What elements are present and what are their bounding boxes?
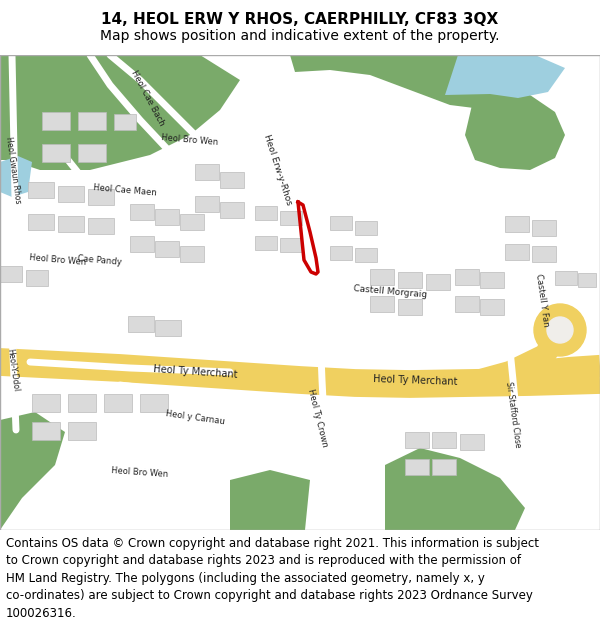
Text: Sir Stafford Close: Sir Stafford Close: [504, 381, 522, 449]
Bar: [42, 112, 70, 130]
Bar: [130, 204, 154, 220]
Bar: [555, 271, 577, 285]
Polygon shape: [0, 156, 32, 197]
Bar: [155, 320, 181, 336]
Bar: [78, 112, 106, 130]
Bar: [130, 236, 154, 252]
Bar: [220, 172, 244, 188]
Text: Heol y Carnau: Heol y Carnau: [165, 409, 225, 427]
Bar: [455, 269, 479, 285]
Bar: [32, 422, 60, 440]
Bar: [255, 206, 277, 220]
Bar: [505, 216, 529, 232]
Bar: [195, 196, 219, 212]
Bar: [180, 214, 204, 230]
Bar: [460, 434, 484, 450]
Circle shape: [534, 304, 586, 356]
Bar: [220, 202, 244, 218]
Bar: [432, 432, 456, 448]
Bar: [330, 246, 352, 260]
Bar: [68, 394, 96, 412]
Bar: [104, 394, 132, 412]
Bar: [330, 216, 352, 230]
Bar: [88, 189, 114, 205]
Text: Heol Ty Merchant: Heol Ty Merchant: [373, 374, 457, 386]
Bar: [180, 246, 204, 262]
Bar: [68, 422, 96, 440]
Text: Heol Cae Maen: Heol Cae Maen: [93, 182, 157, 198]
Bar: [355, 248, 377, 262]
Bar: [532, 246, 556, 262]
Bar: [355, 221, 377, 235]
Text: Heol Erw-y-Rhos: Heol Erw-y-Rhos: [262, 134, 293, 206]
Text: to Crown copyright and database rights 2023 and is reproduced with the permissio: to Crown copyright and database rights 2…: [6, 554, 521, 568]
Bar: [578, 273, 596, 287]
Bar: [26, 270, 48, 286]
Text: Heol Gwaun Rhos: Heol Gwaun Rhos: [4, 136, 22, 204]
Bar: [128, 316, 154, 332]
Polygon shape: [385, 448, 525, 530]
Text: Castell Y Fan: Castell Y Fan: [534, 273, 550, 327]
Bar: [28, 214, 54, 230]
Text: Map shows position and indicative extent of the property.: Map shows position and indicative extent…: [100, 29, 500, 43]
Bar: [370, 296, 394, 312]
Bar: [480, 299, 504, 315]
Text: Cae Pandy: Cae Pandy: [77, 254, 122, 266]
Bar: [280, 211, 302, 225]
Polygon shape: [0, 412, 65, 530]
Text: 100026316.: 100026316.: [6, 607, 77, 620]
Bar: [88, 218, 114, 234]
Bar: [505, 244, 529, 260]
Bar: [58, 186, 84, 202]
Text: Castell Morgraig: Castell Morgraig: [353, 284, 427, 300]
Polygon shape: [290, 55, 540, 110]
Bar: [532, 220, 556, 236]
Text: Heol Ty Merchant: Heol Ty Merchant: [152, 364, 238, 380]
Text: Heol Cae Bach: Heol Cae Bach: [130, 69, 166, 128]
Bar: [0, 266, 22, 282]
Bar: [195, 164, 219, 180]
Polygon shape: [445, 55, 565, 98]
Text: Heol Bro Wen: Heol Bro Wen: [161, 133, 219, 147]
Bar: [255, 236, 277, 250]
Polygon shape: [0, 55, 240, 170]
Bar: [280, 238, 302, 252]
Bar: [426, 274, 450, 290]
Bar: [155, 209, 179, 225]
Bar: [405, 432, 429, 448]
Text: Heol-Y-Ddol: Heol-Y-Ddol: [5, 348, 20, 392]
Text: Heol Bro Wen: Heol Bro Wen: [111, 466, 169, 479]
Text: Heol Bro Wen: Heol Bro Wen: [29, 253, 87, 267]
Bar: [42, 144, 70, 162]
Bar: [480, 272, 504, 288]
Polygon shape: [230, 470, 310, 530]
Bar: [58, 216, 84, 232]
Text: Heol Ty Crown: Heol Ty Crown: [307, 388, 329, 448]
Text: 14, HEOL ERW Y RHOS, CAERPHILLY, CF83 3QX: 14, HEOL ERW Y RHOS, CAERPHILLY, CF83 3Q…: [101, 12, 499, 27]
Bar: [140, 394, 168, 412]
Bar: [455, 296, 479, 312]
Bar: [370, 269, 394, 285]
Bar: [432, 459, 456, 475]
Bar: [405, 459, 429, 475]
Text: Contains OS data © Crown copyright and database right 2021. This information is : Contains OS data © Crown copyright and d…: [6, 537, 539, 549]
Bar: [78, 144, 106, 162]
Text: co-ordinates) are subject to Crown copyright and database rights 2023 Ordnance S: co-ordinates) are subject to Crown copyr…: [6, 589, 533, 602]
Bar: [398, 272, 422, 288]
Bar: [28, 182, 54, 198]
Bar: [114, 114, 136, 130]
Bar: [155, 241, 179, 257]
Polygon shape: [465, 90, 565, 170]
Bar: [32, 394, 60, 412]
Circle shape: [547, 317, 573, 343]
Bar: [398, 299, 422, 315]
Text: HM Land Registry. The polygons (including the associated geometry, namely x, y: HM Land Registry. The polygons (includin…: [6, 572, 485, 585]
